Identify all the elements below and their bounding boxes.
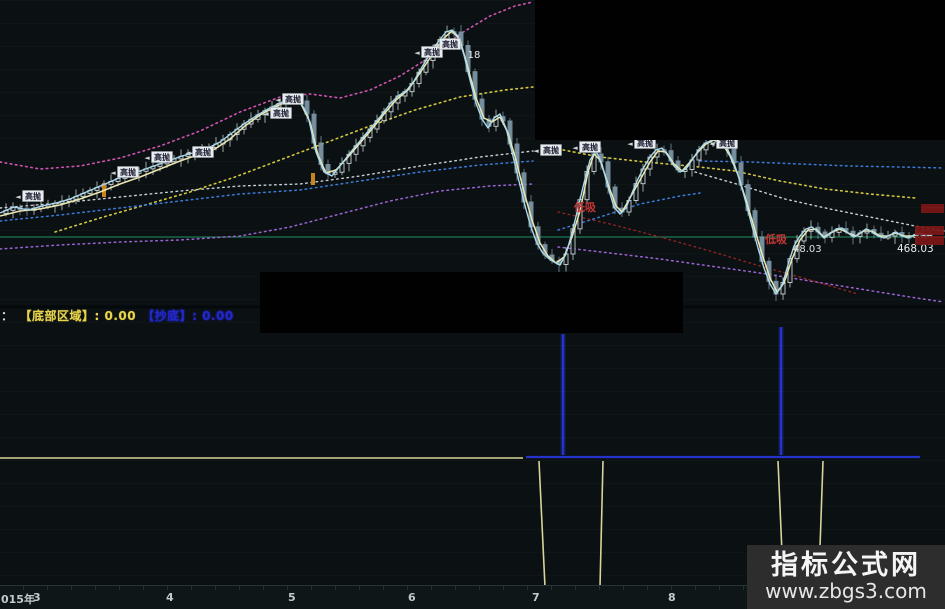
gao-pao-box (439, 38, 461, 50)
price-tag (915, 236, 944, 245)
left-arrow-icon: ◄ (263, 110, 269, 118)
x-axis-label: 7 (532, 591, 540, 604)
chart-canvas[interactable]: ◄ 高抛◄ 高抛◄ 高抛 ◄ 高抛◄ 高抛◄ 高抛◄ 高抛◄ 高抛◄ 高抛 ◄ 高抛 ◄ 高抛 ◄ 高抛低吸低吸… (0, 0, 945, 585)
di-xi-label: 低吸 (764, 232, 788, 246)
redaction-box-middle (260, 272, 683, 333)
band-blue-dotted (699, 160, 945, 169)
gao-pao-box (22, 190, 44, 202)
left-arrow-icon: ◄ (414, 49, 420, 57)
left-arrow-icon: ◄ (185, 149, 191, 157)
gao-pao-box (579, 141, 601, 153)
gao-pao-marker: ◄ 高抛 (144, 151, 173, 163)
gao-pao-marker: ◄ 高抛 (263, 107, 292, 119)
gao-pao-box (270, 107, 292, 119)
gao-pao-marker: ◄ 高抛 (275, 93, 304, 105)
left-arrow-icon: ◄ (144, 154, 150, 162)
price-text: 468.03 (897, 243, 934, 255)
gao-pao-label: 高抛 (582, 142, 598, 152)
gao-pao-label: 高抛 (637, 138, 653, 148)
band-red-dotted (557, 211, 859, 295)
gao-pao-marker: ◄ 高抛 (432, 38, 461, 50)
gao-pao-label: 高抛 (273, 108, 289, 118)
gao-pao-label: 高抛 (719, 138, 735, 148)
gao-pao-marker: ◄ 高抛 (110, 166, 139, 178)
watermark-site-name: 指标公式网 (771, 549, 921, 581)
x-axis-label: 6 (408, 591, 416, 604)
gao-pao-box (540, 144, 562, 156)
x-axis-label: 3 (33, 591, 41, 604)
di-xi-label: 低吸 (573, 200, 597, 214)
gao-pao-label: 高抛 (285, 94, 301, 104)
band-purple-lower (0, 183, 534, 250)
redaction-box-top-right (535, 0, 945, 140)
gao-pao-marker: ◄ 高抛 (414, 46, 443, 58)
watermark-site-url: www.zbgs3.com (765, 579, 927, 604)
gao-pao-label: 高抛 (120, 167, 136, 177)
gao-pao-label: 高抛 (442, 39, 458, 49)
band-blue-dotted (0, 160, 534, 222)
gao-pao-label: 高抛 (25, 191, 41, 201)
band-white-dotted (694, 171, 945, 232)
gao-pao-box (282, 93, 304, 105)
indicator-prefix: ： (1, 308, 14, 323)
left-arrow-icon: ◄ (15, 193, 21, 201)
band-yellow-dotted (54, 86, 534, 233)
indicator-line-底部区域 (538, 460, 604, 585)
indicator-values-row: ： 【底部区域】: 0.00 【抄底】: 0.00 (1, 306, 234, 324)
left-arrow-icon: ◄ (572, 144, 578, 152)
watermark: 指标公式网 www.zbgs3.com (747, 545, 945, 609)
left-arrow-icon: ◄ (709, 140, 715, 148)
band-yellow-dotted (557, 148, 916, 199)
x-axis-year-label: 015年 (1, 593, 35, 606)
x-axis-label: 4 (166, 591, 174, 604)
gao-pao-marker: ◄ 高抛 (572, 141, 601, 153)
left-arrow-icon: ◄ (432, 41, 438, 49)
gao-pao-label: 高抛 (154, 152, 170, 162)
accent-candle (311, 173, 315, 185)
left-arrow-icon: ◄ (533, 147, 539, 155)
band-magenta-upper (0, 1, 534, 170)
left-arrow-icon: ◄ (110, 169, 116, 177)
price-text: 48.03 (793, 244, 822, 255)
gao-pao-label: 高抛 (424, 47, 440, 57)
band-purple-lower (557, 246, 945, 303)
gao-pao-box (192, 146, 214, 158)
gao-pao-label: 高抛 (195, 147, 211, 157)
price-line (0, 29, 933, 295)
gao-pao-marker: ◄ 高抛 (185, 146, 214, 158)
gao-pao-marker: ◄ 高抛 (15, 190, 44, 202)
left-arrow-icon: ◄ (627, 140, 633, 148)
gao-pao-box (151, 151, 173, 163)
left-arrow-icon: ◄ (275, 96, 281, 104)
indicator-chaodi-value: 【抄底】: 0.00 (142, 308, 234, 323)
gao-pao-box (117, 166, 139, 178)
price-text: 18 (468, 50, 481, 61)
price-tag (915, 226, 944, 235)
band-white-dotted (0, 150, 534, 209)
price-tag (921, 204, 944, 213)
x-axis-label: 5 (288, 591, 296, 604)
gao-pao-marker: ◄ 高抛 (533, 144, 562, 156)
indicator-bottom-area-value: 【底部区域】: 0.00 (19, 308, 137, 323)
x-axis-label: 8 (668, 591, 676, 604)
gao-pao-box (421, 46, 443, 58)
gao-pao-label: 高抛 (543, 145, 559, 155)
x-axis-tickmarks (0, 586, 945, 590)
